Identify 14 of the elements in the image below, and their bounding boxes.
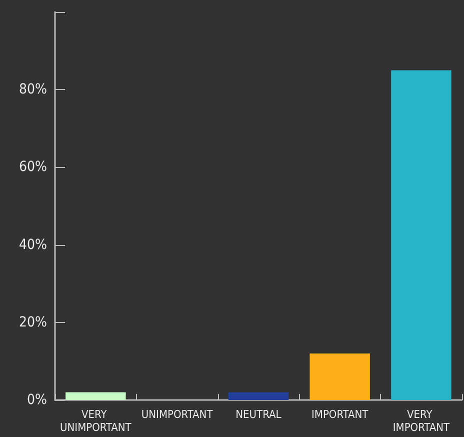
x-tick-label: VERY IMPORTANT <box>392 408 451 434</box>
y-tick-label: 20% <box>19 314 48 330</box>
x-tick-label: IMPORTANT <box>311 408 370 421</box>
bar <box>66 392 126 400</box>
x-tick-label: VERY UNIMPORTANT <box>60 408 132 434</box>
x-tick-label: UNIMPORTANT <box>141 408 214 421</box>
y-tick-label: 60% <box>19 159 48 176</box>
x-tick-label: NEUTRAL <box>236 408 282 421</box>
bar <box>228 392 289 400</box>
y-tick-label: 40% <box>19 236 48 253</box>
bar <box>310 353 370 400</box>
bar <box>391 70 452 400</box>
y-tick-label: 80% <box>19 82 48 98</box>
y-tick-label: 0% <box>27 392 48 408</box>
